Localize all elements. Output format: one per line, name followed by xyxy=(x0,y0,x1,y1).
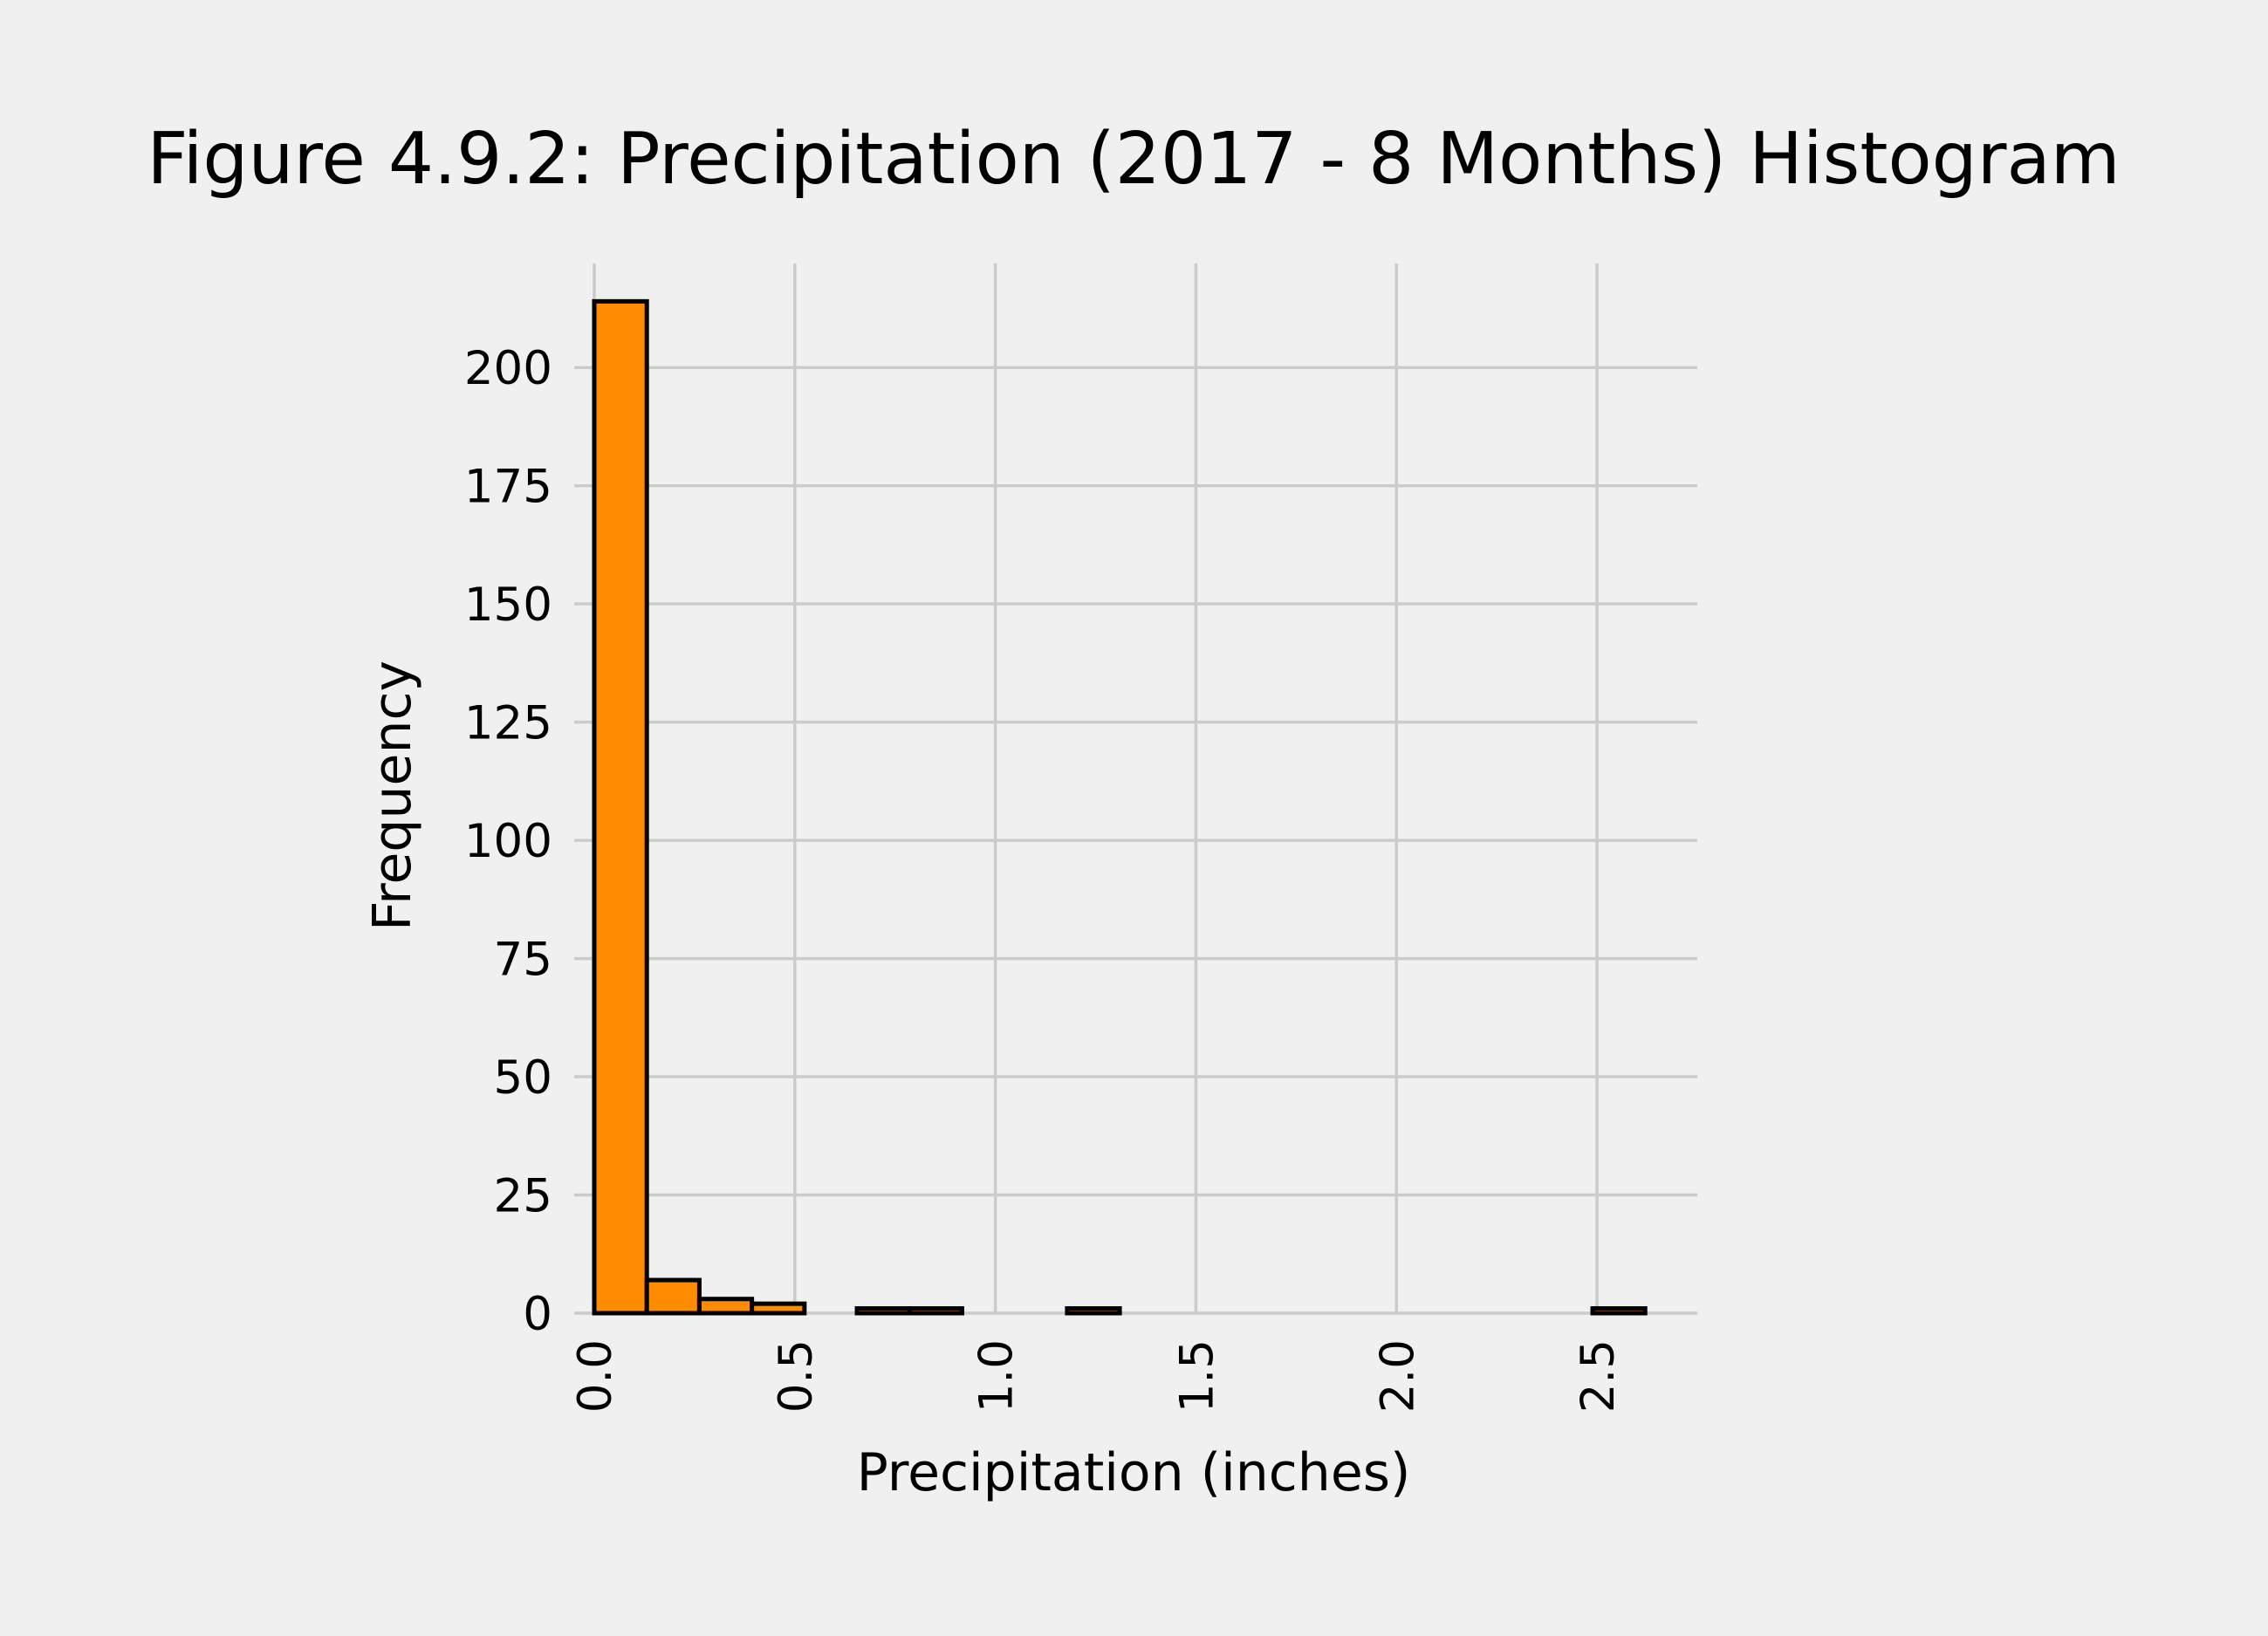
x-axis-ticks: 0.0 0.5 1.0 1.5 2.0 2.5 xyxy=(569,1339,1625,1413)
histogram-bar xyxy=(696,1297,755,1316)
histogram-bar xyxy=(907,1306,964,1316)
y-tick-label: 200 xyxy=(464,342,552,395)
x-tick-label: 2.0 xyxy=(1371,1339,1424,1413)
x-tick-label: 0.5 xyxy=(770,1339,823,1413)
histogram-bar xyxy=(750,1301,807,1316)
y-tick-label: 150 xyxy=(464,578,552,632)
y-tick-label: 0 xyxy=(523,1288,552,1341)
grid xyxy=(574,264,1697,1315)
histogram-bar xyxy=(644,1277,702,1316)
y-tick-label: 100 xyxy=(464,815,552,868)
y-tick-label: 50 xyxy=(494,1051,552,1105)
y-tick-label: 75 xyxy=(494,934,552,987)
x-tick-label: 0.0 xyxy=(569,1339,622,1413)
y-axis-label: Frequency xyxy=(362,661,423,931)
y-tick-label: 125 xyxy=(464,697,552,750)
histogram-bar xyxy=(854,1306,912,1316)
histogram-bar xyxy=(1590,1306,1648,1316)
x-tick-label: 1.0 xyxy=(970,1339,1024,1413)
y-tick-label: 175 xyxy=(464,461,552,514)
x-tick-label: 2.5 xyxy=(1572,1339,1625,1413)
x-axis-label: Precipitation (inches) xyxy=(857,1442,1411,1503)
histogram-bar xyxy=(1065,1306,1122,1316)
x-tick-label: 1.5 xyxy=(1170,1339,1223,1413)
histogram-bars xyxy=(592,298,1648,1316)
y-tick-label: 25 xyxy=(494,1170,552,1223)
chart-title: Figure 4.9.2: Precipitation (2017 - 8 Mo… xyxy=(147,118,2120,201)
histogram-bar xyxy=(592,298,649,1316)
y-axis-ticks: 0 25 50 75 100 125 150 175 200 xyxy=(464,342,552,1341)
